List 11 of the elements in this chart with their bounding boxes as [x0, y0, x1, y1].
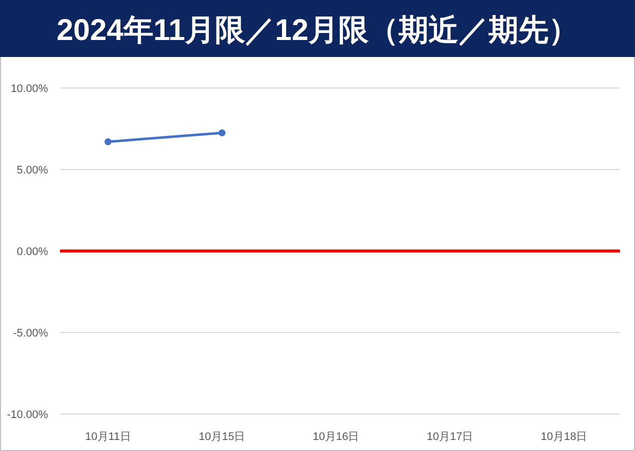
y-tick-label: 10.00%: [10, 83, 48, 95]
x-tick-label: 10月16日: [312, 431, 360, 443]
y-tick-label: 5.00%: [16, 164, 48, 176]
x-tick-label: 10月17日: [426, 431, 474, 443]
y-tick-label: -10.00%: [7, 409, 48, 421]
title: 2024年11月限／12月限（期近／期先）: [56, 14, 578, 47]
y-tick-label: 0.00%: [16, 246, 48, 258]
y-tick-label: -5.00%: [13, 328, 48, 340]
x-tick-label: 10月11日: [85, 431, 131, 443]
x-tick-label: 10月15日: [198, 431, 246, 443]
x-tick-label: 10月18日: [540, 431, 588, 443]
